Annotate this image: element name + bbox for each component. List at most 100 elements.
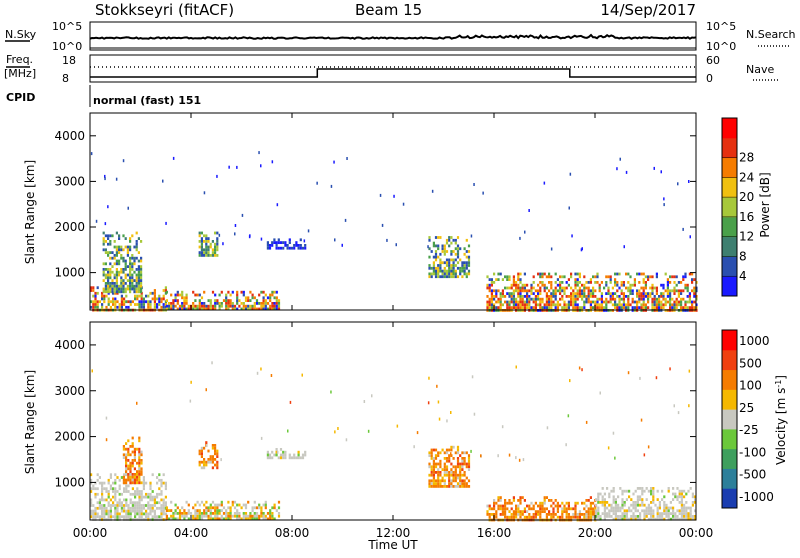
data-cell (463, 485, 466, 488)
data-cell (576, 278, 579, 281)
data-cell (688, 300, 691, 304)
data-cell (225, 509, 228, 512)
data-cell (96, 300, 99, 304)
data-cell (578, 306, 581, 309)
data-cell (220, 500, 223, 504)
data-cell (493, 289, 496, 293)
data-cell (583, 513, 586, 516)
data-cell (576, 289, 579, 293)
data-cell (545, 507, 548, 511)
data-cell (537, 303, 540, 307)
data-cell (136, 294, 139, 298)
data-cell (452, 264, 455, 267)
data-cell (222, 506, 226, 510)
data-cell (137, 279, 140, 282)
data-cell (273, 307, 276, 311)
data-cell (501, 303, 504, 307)
data-cell (563, 507, 566, 511)
data-cell (271, 302, 274, 305)
data-cell (90, 289, 93, 292)
data-cell (627, 297, 630, 301)
data-cell (216, 455, 219, 458)
data-cell (109, 305, 112, 309)
data-cell (437, 479, 440, 483)
data-cell (214, 231, 217, 235)
data-cell (181, 512, 184, 515)
data-cell (526, 292, 529, 295)
data-cell (123, 515, 126, 519)
data-cell (125, 504, 128, 507)
data-cell (688, 272, 691, 276)
data-cell (677, 281, 680, 284)
data-cell (691, 300, 694, 304)
data-cell (127, 484, 130, 488)
data-cell (164, 286, 167, 290)
data-cell (297, 453, 300, 457)
data-cell (450, 269, 453, 273)
data-cell (651, 297, 654, 301)
data-cell (454, 272, 457, 276)
data-cell (677, 300, 680, 304)
data-cell (662, 286, 665, 290)
data-cell (625, 272, 628, 276)
data-cell (147, 515, 150, 519)
data-cell (585, 420, 588, 424)
data-cell (190, 380, 192, 384)
data-cell (131, 268, 134, 271)
data-cell (269, 296, 272, 300)
data-cell (669, 512, 672, 515)
data-cell (170, 302, 173, 305)
data-cell (120, 300, 123, 304)
data-cell (113, 284, 116, 288)
data-cell (676, 487, 679, 490)
data-cell (521, 513, 524, 516)
data-cell (114, 305, 117, 309)
data-cell (627, 289, 630, 293)
data-cell (229, 299, 232, 302)
data-cell (642, 292, 645, 295)
data-cell (652, 489, 655, 493)
data-cell (501, 292, 504, 295)
data-cell (541, 504, 544, 508)
data-cell (135, 287, 138, 291)
data-cell (465, 266, 468, 270)
data-cell (275, 448, 278, 451)
data-cell (90, 487, 93, 491)
data-cell (111, 290, 114, 294)
data-cell (645, 498, 648, 501)
data-cell (118, 303, 121, 306)
data-cell (488, 515, 491, 519)
data-cell (450, 258, 453, 262)
data-cell (456, 459, 460, 463)
data-cell (262, 307, 265, 311)
data-cell (581, 289, 584, 293)
data-cell (137, 282, 140, 285)
noise-panel: N.Sky 10^5 10^0 10^5 10^0 N.Search (5, 20, 796, 53)
data-cell (642, 306, 645, 309)
data-cell (445, 269, 449, 273)
y-tick-label: 4000 (54, 338, 85, 352)
data-cell (445, 457, 449, 460)
data-cell (530, 289, 533, 293)
data-cell (490, 283, 493, 287)
data-cell (625, 515, 628, 518)
data-cell (129, 268, 132, 271)
data-cell (198, 304, 201, 308)
data-cell (120, 476, 123, 479)
data-cell (465, 250, 468, 253)
data-cell (439, 471, 442, 474)
data-cell (629, 289, 632, 293)
data-cell (488, 286, 491, 290)
data-cell (129, 273, 132, 277)
data-cell (151, 506, 154, 510)
data-cell (561, 510, 564, 513)
data-cell (222, 512, 226, 515)
colorbar-swatch (722, 488, 737, 509)
data-cell (231, 307, 234, 311)
data-cell (686, 289, 689, 293)
freq-panel-frame (89, 54, 697, 83)
data-cell (242, 514, 245, 518)
data-cell (456, 266, 460, 270)
data-cell (463, 261, 466, 265)
data-cell (470, 449, 472, 453)
